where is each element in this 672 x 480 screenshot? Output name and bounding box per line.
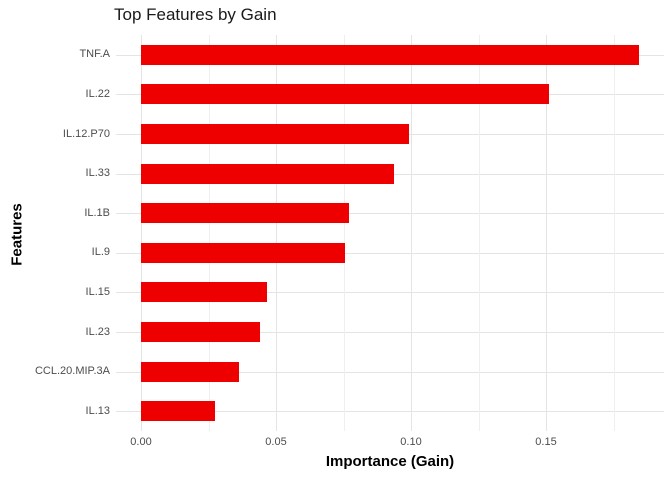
bar-il-15	[141, 282, 268, 303]
y-tick-label: IL.22	[85, 87, 110, 100]
y-tick-label: IL.33	[85, 167, 110, 180]
y-tick-label: IL.15	[85, 285, 110, 298]
bar-tnf-a	[141, 44, 640, 65]
y-tick-label: TNF.A	[79, 48, 110, 61]
y-tick-label: IL.13	[85, 404, 110, 417]
gridline-vertical-major	[546, 35, 547, 431]
bar-il-13	[141, 401, 215, 422]
gridline-vertical-major	[141, 35, 142, 431]
y-tick-label: IL.23	[85, 325, 110, 338]
gridline-horizontal-major	[116, 371, 664, 373]
gridline-vertical-minor	[208, 35, 210, 431]
x-tick-label: 0.15	[535, 436, 557, 448]
gridline-horizontal-major	[116, 332, 664, 333]
x-axis-title: Importance (Gain)	[325, 453, 455, 470]
x-tick-label: 0.05	[265, 436, 287, 448]
gridline-vertical-major	[411, 35, 412, 431]
y-axis-title: Features	[8, 203, 26, 266]
x-tick-label: 0.10	[400, 436, 422, 448]
gridline-vertical-minor	[478, 35, 480, 431]
gridline-horizontal-major	[116, 252, 664, 254]
gridline-vertical-minor	[613, 35, 615, 431]
y-tick-label: IL.9	[91, 246, 110, 259]
bar-il-33	[141, 163, 394, 184]
bar-il-22	[141, 84, 549, 105]
bar-il-23	[141, 322, 261, 342]
y-tick-label: IL.12.P70	[62, 127, 110, 140]
gridline-horizontal-major	[116, 292, 664, 294]
bar-ccl-20-mip-3a	[141, 361, 239, 382]
gridline-horizontal-major	[116, 411, 664, 413]
y-tick-label: CCL.20.MIP.3A	[34, 365, 110, 378]
chart-title: Top Features by Gain	[114, 5, 277, 24]
gridline-vertical-minor	[343, 35, 345, 431]
plot-panel	[116, 35, 664, 431]
bar-il-12-p70	[141, 124, 410, 144]
bar-il-1b	[141, 203, 349, 224]
x-tick-label: 0.00	[130, 436, 152, 448]
y-tick-label: IL.1B	[84, 206, 110, 219]
bar-il-9	[141, 242, 346, 263]
gridline-vertical-major	[276, 35, 277, 431]
gridline-horizontal-major	[116, 213, 664, 215]
